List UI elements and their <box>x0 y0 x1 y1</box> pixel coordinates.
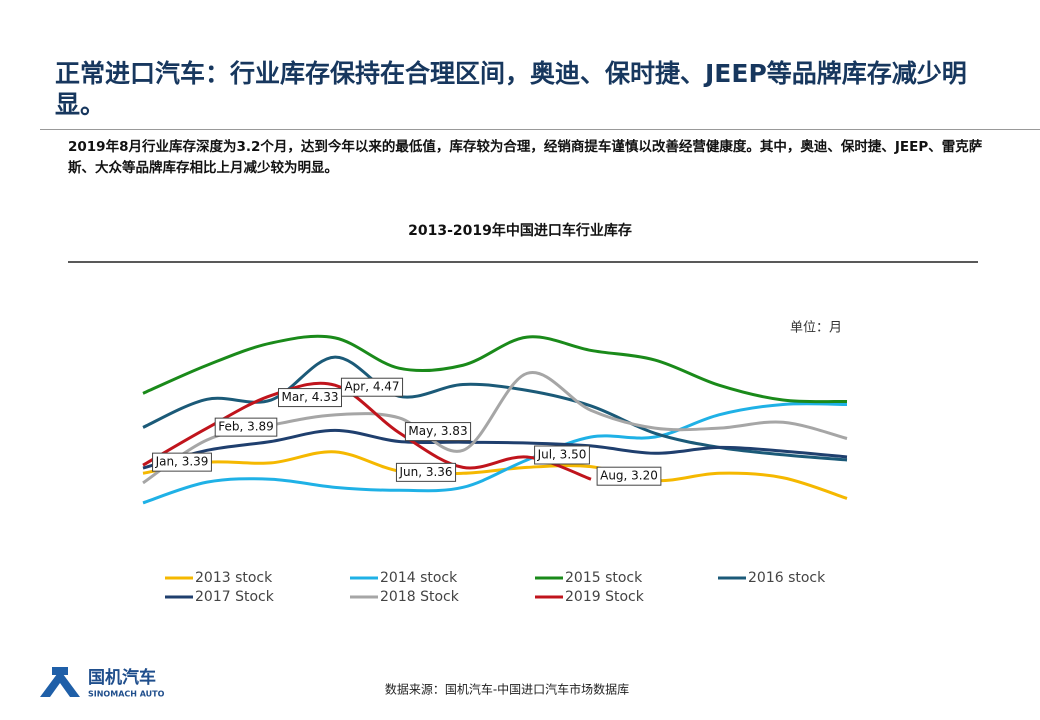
data-label-text: Aug, 3.20 <box>600 469 658 483</box>
slide-title: 正常进口汽车：行业库存保持在合理区间，奥迪、保时捷、JEEP等品牌库存减少明显。 <box>55 59 967 119</box>
data-label: Jul, 3.50 <box>534 445 590 465</box>
legend-label: 2013 stock <box>195 570 273 586</box>
source-note: 数据来源：国机汽车-中国进口汽车市场数据库 <box>385 682 629 697</box>
data-label-text: Apr, 4.47 <box>344 380 399 394</box>
logo-en: SINOMACH AUTO <box>88 690 165 699</box>
data-label: Aug, 3.20 <box>596 466 662 486</box>
data-label: Jun, 3.36 <box>395 462 457 482</box>
data-label-text: Jul, 3.50 <box>537 448 587 462</box>
data-label-box <box>404 422 472 442</box>
legend-label: 2016 stock <box>748 570 826 586</box>
data-label-box <box>534 445 590 465</box>
divider <box>40 129 1040 130</box>
data-label: Feb, 3.89 <box>214 417 278 437</box>
legend-label: 2014 stock <box>380 570 458 586</box>
data-label-box <box>340 377 404 397</box>
logo <box>40 667 80 697</box>
data-label: Jan, 3.39 <box>152 452 212 472</box>
slide-body: 2019年8月行业库存深度为3.2个月，达到今年以来的最低值，库存较为合理，经销… <box>68 139 983 176</box>
series-line <box>142 402 848 505</box>
series-line <box>142 428 848 470</box>
data-label-box <box>395 462 457 482</box>
data-label: May, 3.83 <box>404 422 472 442</box>
unit-label: 单位：月 <box>790 321 842 336</box>
legend-label: 2019 Stock <box>565 589 645 605</box>
legend-label: 2018 Stock <box>380 589 460 605</box>
legend-label: 2017 Stock <box>195 589 275 605</box>
data-label-text: Feb, 3.89 <box>218 420 274 434</box>
data-label-box <box>152 452 212 472</box>
data-label-text: Mar, 4.33 <box>282 390 339 404</box>
data-label-box <box>214 417 278 437</box>
legend-label: 2015 stock <box>565 570 643 586</box>
data-label-text: Jun, 3.36 <box>398 465 452 479</box>
data-label: Apr, 4.47 <box>340 377 404 397</box>
series-line <box>142 450 848 500</box>
data-label-text: May, 3.83 <box>408 424 467 438</box>
series-line <box>142 334 848 404</box>
data-label-text: Jan, 3.39 <box>155 455 209 469</box>
chart-title: 2013-2019年中国进口车行业库存 <box>408 222 632 239</box>
data-label: Mar, 4.33 <box>278 388 342 408</box>
logo-cn: 国机汽车 <box>88 667 156 688</box>
data-label-box <box>596 466 662 486</box>
series-line <box>142 381 592 481</box>
data-label-box <box>278 388 342 408</box>
